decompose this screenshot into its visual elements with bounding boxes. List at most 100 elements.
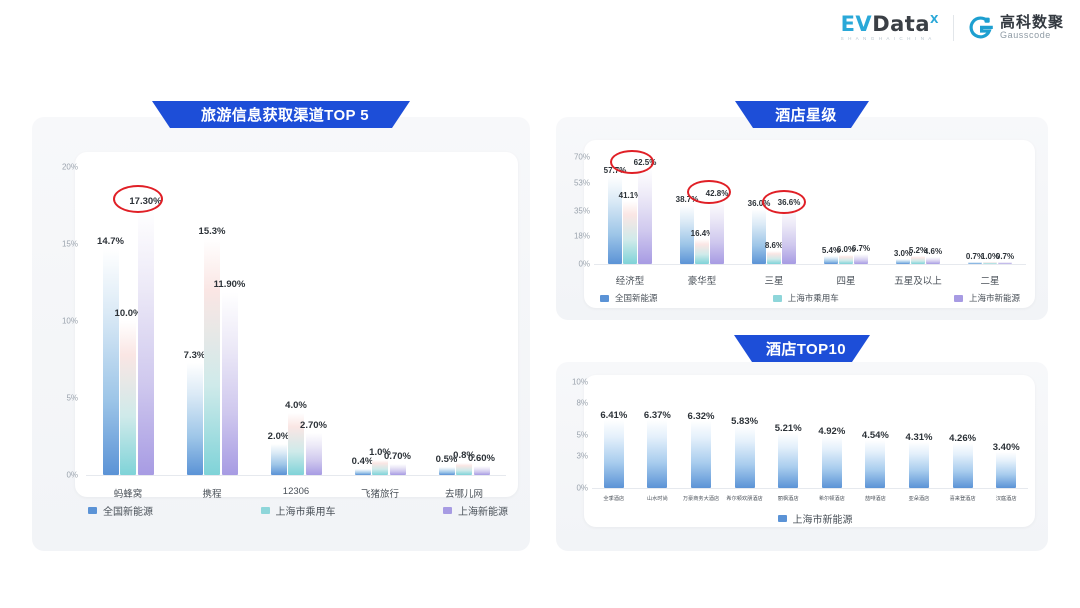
bar-value-label: 5.21% <box>774 422 802 434</box>
legend-label: 全国新能源 <box>103 507 153 518</box>
x-axis-label: 四星 <box>836 276 856 287</box>
bar-value-label: 57.7% <box>603 165 627 175</box>
legend-label: 上海市新能源 <box>968 293 1020 303</box>
legend-item[interactable]: 上海市新能源 <box>953 292 1020 304</box>
bar <box>734 426 755 488</box>
y-axis-tick: 35% <box>573 206 590 215</box>
bar <box>926 256 940 264</box>
x-axis-label: 蚂蜂窝 <box>113 489 143 500</box>
bar-value-label: 14.7% <box>97 235 124 247</box>
x-axis-label: 山水时尚 <box>647 496 668 502</box>
bar-value-label: 11.90% <box>213 278 246 290</box>
bar-value-label: 36.6% <box>777 198 801 208</box>
legend-item[interactable]: 上海新能源 <box>443 503 508 518</box>
x-axis-label: 12306 <box>282 486 310 497</box>
bar-value-label: 6.32% <box>687 411 715 422</box>
evdata-logo: EVDataX S H A N G H A I C H I N A <box>841 14 939 42</box>
legend-label: 全国新能源 <box>615 293 658 303</box>
legend-label: 上海新能源 <box>458 507 508 518</box>
bar <box>821 435 842 488</box>
bar-value-label: 10.0% <box>114 308 142 319</box>
y-axis-tick: 3% <box>576 451 588 461</box>
bar-value-label: 3.40% <box>992 441 1020 453</box>
bar-value-label: 36.0% <box>747 198 771 208</box>
chart-card-hotel-star-rating <box>584 140 1035 308</box>
bar <box>782 208 796 264</box>
x-axis-label: 万豪商务大酒店 <box>682 496 720 502</box>
y-axis-tick: 0% <box>66 470 78 480</box>
bar <box>767 250 781 264</box>
evdata-data-text: Data <box>872 12 930 36</box>
bar-value-label: 0.60% <box>468 452 495 464</box>
x-axis-label: 全季酒店 <box>603 496 625 502</box>
bar-value-label: 15.3% <box>198 226 226 238</box>
legend-swatch-icon <box>88 507 97 514</box>
legend-swatch-icon <box>600 294 609 302</box>
legend-item[interactable]: 全国新能源 <box>88 503 153 518</box>
bar <box>865 439 886 488</box>
bar <box>983 262 997 264</box>
bar <box>710 198 724 264</box>
legend-travel-info-channels: 全国新能源 上海市乘用车 上海新能源 <box>88 503 508 518</box>
bar-value-label: 6.41% <box>600 410 628 422</box>
bar <box>952 442 973 488</box>
brand-header: EVDataX S H A N G H A I C H I N A 高科数聚 G… <box>841 14 1064 42</box>
bar <box>456 462 472 475</box>
bar-value-label: 17.30% <box>129 195 162 207</box>
y-axis-tick: 0% <box>578 259 590 269</box>
bar-value-label: 0.5% <box>435 454 458 466</box>
x-axis-label: 汉庭酒店 <box>995 496 1017 502</box>
bar-value-label: 42.8% <box>705 188 729 198</box>
x-axis-label: 希尔顿欢朋酒店 <box>726 496 763 502</box>
bar-value-label: 6.37% <box>643 410 671 422</box>
legend-item[interactable]: 上海市新能源 <box>777 511 853 526</box>
legend-swatch-icon <box>777 515 787 522</box>
gausscode-logo: 高科数聚 Gausscode <box>968 15 1064 41</box>
y-axis-tick: 5% <box>576 430 588 440</box>
x-axis-label: 亚朵酒店 <box>908 496 930 502</box>
bar <box>968 262 982 264</box>
axis-baseline <box>86 475 506 476</box>
bar-value-label: 4.26% <box>949 432 977 444</box>
bar-value-label: 62.5% <box>633 158 657 168</box>
chart-title-travel-info-channels: 旅游信息获取渠道TOP 5 <box>152 101 410 128</box>
bar-value-label: 6.7% <box>851 243 871 253</box>
bar-value-label: 4.92% <box>818 425 846 437</box>
bar-value-label: 2.70% <box>300 420 327 432</box>
bar <box>305 433 322 475</box>
bar <box>909 442 929 488</box>
bar-value-label: 41.1% <box>618 191 642 201</box>
bar-value-label: 38.7% <box>675 194 699 204</box>
x-axis-label: 丽枫酒店 <box>777 496 799 502</box>
y-axis-tick: 18% <box>573 231 590 241</box>
y-axis-tick: 10% <box>61 316 78 326</box>
y-axis-tick: 70% <box>573 152 590 162</box>
legend-swatch-icon <box>260 507 270 514</box>
y-axis-tick: 10% <box>571 377 588 387</box>
chart-title-hotel-top10: 酒店TOP10 <box>734 335 870 362</box>
legend-item[interactable]: 全国新能源 <box>600 292 658 304</box>
legend-label: 上海市新能源 <box>792 515 853 526</box>
x-axis-label: 希尔顿酒店 <box>818 496 845 502</box>
y-axis-tick: 8% <box>576 398 588 408</box>
bar <box>854 253 868 264</box>
legend-swatch-icon <box>772 294 782 302</box>
bar <box>221 291 238 475</box>
legend-label: 上海市乘用车 <box>787 293 839 303</box>
bar <box>102 248 119 475</box>
axis-baseline <box>592 488 1028 489</box>
legend-hotel-star-rating: 全国新能源 上海市乘用车 上海市新能源 <box>600 292 1020 304</box>
x-axis-label: 携程 <box>202 489 222 500</box>
evdata-wordmark: EVDataX <box>841 14 939 35</box>
y-axis-tick: 15% <box>61 239 78 249</box>
axis-baseline <box>594 264 1026 265</box>
legend-hotel-top10: 上海市新能源 <box>735 511 895 526</box>
bar <box>438 467 455 475</box>
legend-item[interactable]: 上海市乘用车 <box>260 503 336 518</box>
x-axis-label: 喆啡酒店 <box>865 496 886 502</box>
bar-value-label: 5.4% <box>821 245 841 255</box>
legend-item[interactable]: 上海市乘用车 <box>772 292 839 304</box>
bar-value-label: 1.0% <box>980 252 1000 261</box>
y-axis-tick: 0% <box>576 483 588 493</box>
